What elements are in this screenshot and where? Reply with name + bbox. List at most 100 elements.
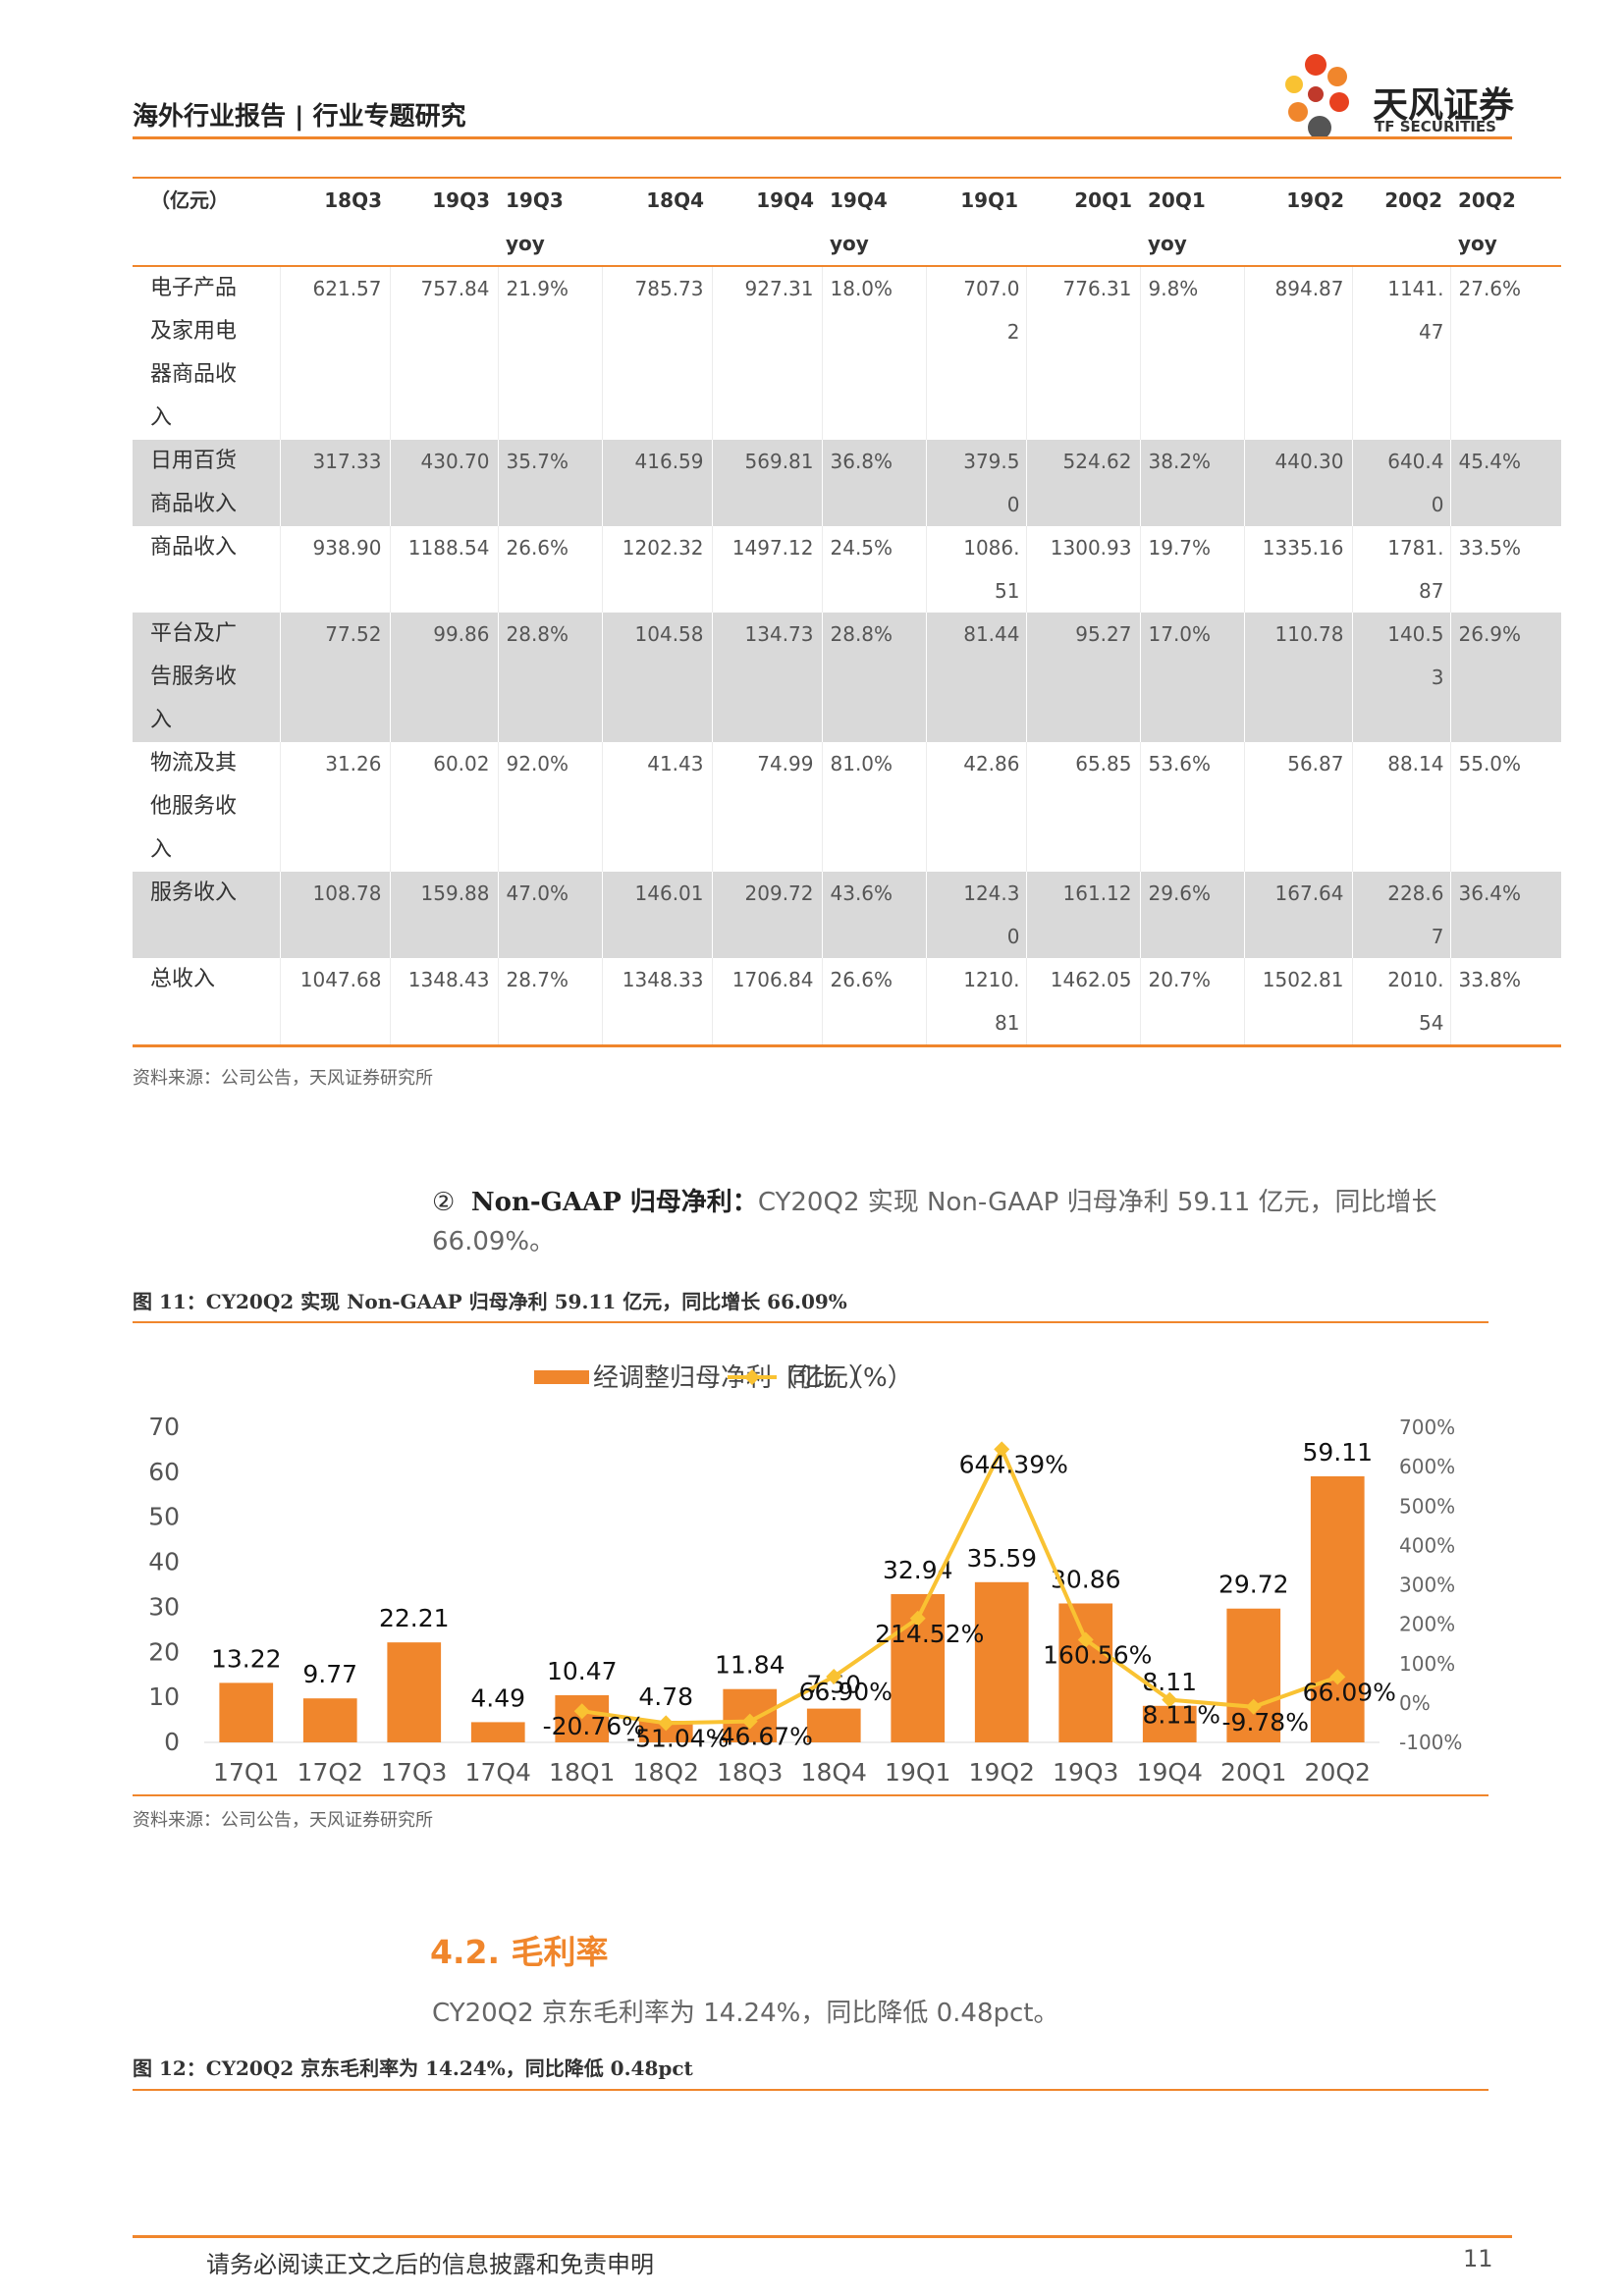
line (581, 1444, 1338, 1726)
y-tick-label: 40 (148, 1548, 180, 1576)
cell: 1210.81 (925, 958, 1026, 1046)
cell: 140.53 (1351, 613, 1450, 742)
x-tick-label: 17Q1 (213, 1758, 279, 1787)
data-label: 11.84 (715, 1651, 785, 1680)
y2-tick-label: 700% (1399, 1415, 1455, 1439)
cell: 228.67 (1351, 872, 1450, 958)
table-row: 商品收入 938.90 1188.54 26.6% 1202.32 1497.12 24.5… (133, 526, 1561, 613)
cell: 28.7% (497, 958, 602, 1046)
data-label: 59.11 (1302, 1438, 1373, 1467)
cell: 77.52 (279, 613, 390, 742)
cell: 33.5% (1449, 526, 1561, 613)
cell: 53.6% (1139, 742, 1244, 872)
revenue-table: （亿元） 18Q3 19Q3 19Q3 yoy 18Q4 19Q4 19Q4 yoy 19Q1… (133, 177, 1561, 1047)
cell: 640.40 (1351, 440, 1450, 526)
data-label: 8.11% (1143, 1701, 1220, 1730)
cell: 26.6% (497, 526, 602, 613)
cell: 45.4% (1449, 440, 1561, 526)
data-label: 4.78 (638, 1682, 693, 1711)
cell: 74.99 (711, 742, 822, 872)
x-tick-label: 18Q4 (801, 1758, 867, 1787)
cell: 927.31 (711, 266, 822, 440)
bar (219, 1682, 274, 1742)
column-header: 18Q3 (280, 178, 390, 267)
cell: 88.14 (1351, 742, 1450, 872)
cell: 31.26 (279, 742, 390, 872)
cell: 24.5% (821, 526, 926, 613)
bar (470, 1722, 525, 1742)
data-label: -9.78% (1222, 1708, 1309, 1736)
line-point (826, 1669, 842, 1685)
y-tick-label: 10 (148, 1682, 180, 1711)
cell: 19.7% (1139, 526, 1244, 613)
paragraph: CY20Q2 京东毛利率为 14.24%，同比降低 0.48pct。 (432, 1999, 1059, 2028)
cell: 1348.43 (389, 958, 498, 1046)
cell: 42.86 (925, 742, 1026, 872)
data-label: 13.22 (211, 1644, 282, 1673)
row-label: 日用百货商品收入 (133, 440, 280, 526)
cell: 104.58 (601, 613, 712, 742)
x-tick-label: 19Q4 (1137, 1758, 1203, 1787)
legend-label: 同比（%） (786, 1363, 913, 1393)
page-number: 11 (1463, 2245, 1493, 2272)
column-header: 19Q4 (712, 178, 822, 267)
cell: 1462.05 (1025, 958, 1140, 1046)
data-label: -20.76% (543, 1712, 645, 1740)
bar (806, 1708, 861, 1742)
cell: 938.90 (279, 526, 390, 613)
header-title: 海外行业报告 | 行业专题研究 (133, 102, 466, 132)
data-label: 4.49 (470, 1683, 525, 1712)
bar (1058, 1603, 1113, 1742)
table-row: 日用百货商品收入 317.33 430.70 35.7% 416.59 569.81 36.… (133, 440, 1561, 526)
bar (974, 1581, 1029, 1742)
table-row: 物流及其他服务收入 31.26 60.02 92.0% 41.43 74.99 81.0% 4… (133, 742, 1561, 872)
x-tick-label: 19Q3 (1053, 1758, 1118, 1787)
x-tick-label: 20Q1 (1220, 1758, 1286, 1787)
cell: 1188.54 (389, 526, 498, 613)
row-label: 服务收入 (133, 872, 280, 958)
cell: 35.7% (497, 440, 602, 526)
figure-caption: 图 11：CY20Q2 实现 Non-GAAP 归母净利 59.11 亿元，同比… (133, 1290, 847, 1313)
cell: 430.70 (389, 440, 498, 526)
bar (1226, 1608, 1281, 1742)
y2-tick-label: 500% (1399, 1494, 1455, 1518)
cell: 1141.47 (1351, 266, 1450, 440)
cell: 38.2% (1139, 440, 1244, 526)
cell: 1502.81 (1243, 958, 1352, 1046)
cell: 27.6% (1449, 266, 1561, 440)
x-tick-label: 18Q1 (549, 1758, 615, 1787)
cell: 60.02 (389, 742, 498, 872)
cell: 2010.54 (1351, 958, 1450, 1046)
cell: 379.50 (925, 440, 1026, 526)
figure-source: 资料来源：公司公告，天风证券研究所 (133, 1810, 433, 1831)
cell: 110.78 (1243, 613, 1352, 742)
cell: 569.81 (711, 440, 822, 526)
cell: 65.85 (1025, 742, 1140, 872)
section-heading: 4.2. 毛利率 (430, 1933, 609, 1971)
bar (387, 1642, 442, 1742)
y2-tick-label: 600% (1399, 1455, 1455, 1478)
table-row: 总收入 1047.68 1348.43 28.7% 1348.33 1706.84 26.6… (133, 958, 1561, 1046)
cell: 1335.16 (1243, 526, 1352, 613)
cell: 209.72 (711, 872, 822, 958)
cell: 416.59 (601, 440, 712, 526)
cell: 108.78 (279, 872, 390, 958)
cell: 21.9% (497, 266, 602, 440)
y2-tick-label: -100% (1399, 1731, 1462, 1754)
paragraph-text: CY20Q2 实现 Non-GAAP 归母净利 59.11 亿元，同比增长 66… (432, 1188, 1437, 1256)
y2-tick-label: 100% (1399, 1652, 1455, 1676)
cell: 95.27 (1025, 613, 1140, 742)
row-label: 总收入 (150, 967, 216, 991)
x-tick-label: 17Q4 (465, 1758, 531, 1787)
logo-sub: TF SECURITIES (1375, 118, 1496, 135)
cell: 1202.32 (601, 526, 712, 613)
cell: 524.62 (1025, 440, 1140, 526)
line-point (909, 1610, 926, 1627)
cell: 81.0% (821, 742, 926, 872)
row-label: 电子产品及家用电器商品收入 (150, 276, 238, 430)
cell: 707.02 (925, 266, 1026, 440)
y-tick-label: 60 (148, 1458, 180, 1486)
table-row: 平台及广告服务收入 77.52 99.86 28.8% 104.58 134.73 28.8… (133, 613, 1561, 742)
x-tick-label: 19Q2 (969, 1758, 1035, 1787)
footer-rule (133, 2235, 1512, 2238)
